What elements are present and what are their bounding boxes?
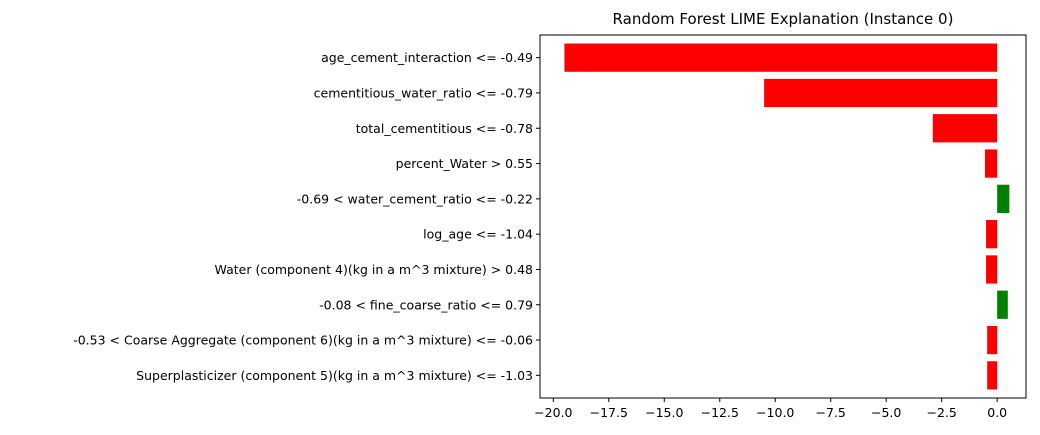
- bar: [997, 184, 1010, 213]
- bar: [986, 220, 998, 249]
- category-label: age_cement_interaction <= -0.49: [321, 50, 533, 65]
- x-tick-label: −7.5: [816, 405, 846, 420]
- category-label: Water (component 4)(kg in a m^3 mixture)…: [215, 262, 534, 277]
- x-tick-label: −17.5: [590, 405, 628, 420]
- x-axis-ticks-group: −20.0 −17.5 −15.0 −12.5 −10.0 −7.5 −5.0 −2.5 0.0: [534, 398, 1007, 420]
- x-tick-label: −10.0: [756, 405, 794, 420]
- x-tick-label: −15.0: [645, 405, 683, 420]
- bar: [987, 325, 998, 355]
- plot-frame: [539, 34, 1027, 399]
- category-label: total_cementitious <= -0.78: [356, 121, 533, 136]
- category-label: percent_Water > 0.55: [396, 156, 533, 171]
- category-label: cementitious_water_ratio <= -0.79: [314, 85, 533, 100]
- bar: [564, 43, 998, 72]
- x-tick-label: −5.0: [871, 405, 901, 420]
- category-label: -0.08 < fine_coarse_ratio <= 0.79: [319, 297, 533, 312]
- bar: [984, 149, 998, 178]
- bar: [997, 290, 1008, 319]
- bar: [986, 255, 998, 284]
- x-tick-label: −2.5: [926, 405, 956, 420]
- category-labels-group: age_cement_interaction <= -0.49 cementiti…: [73, 50, 540, 383]
- x-tick-label: 0.0: [987, 405, 1007, 420]
- bar: [932, 114, 998, 143]
- bars-group: [564, 43, 1010, 390]
- x-tick-label: −20.0: [534, 405, 572, 420]
- category-label: -0.69 < water_cement_ratio <= -0.22: [297, 191, 533, 206]
- x-tick-label: −12.5: [701, 405, 739, 420]
- chart-title: Random Forest LIME Explanation (Instance…: [613, 10, 954, 28]
- category-label: Superplasticizer (component 5)(kg in a m…: [136, 368, 533, 383]
- category-label: log_age <= -1.04: [423, 227, 533, 242]
- bar: [764, 78, 998, 108]
- category-label: -0.53 < Coarse Aggregate (component 6)(k…: [73, 333, 533, 348]
- bar: [987, 361, 998, 390]
